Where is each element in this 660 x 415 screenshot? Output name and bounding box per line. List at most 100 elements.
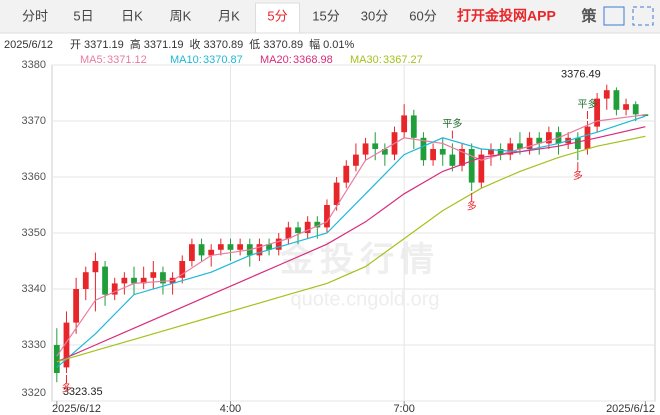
x-tick-label: 7:00	[393, 403, 414, 415]
tab[interactable]: 周K	[170, 8, 192, 23]
ma-line	[56, 135, 646, 363]
candle-body	[198, 244, 205, 256]
ma-line	[56, 115, 646, 368]
candle-body	[420, 137, 427, 161]
candle-body	[314, 221, 321, 228]
candle-body	[613, 90, 620, 110]
candle-body	[497, 149, 504, 155]
candle-body	[160, 272, 166, 284]
candle-body	[594, 98, 601, 127]
candle-body	[468, 149, 475, 183]
y-tick-label: 3370	[22, 115, 46, 127]
tab-active-bg	[255, 2, 300, 34]
y-tick-label: 3320	[22, 387, 46, 399]
tab[interactable]: 分时	[22, 8, 48, 23]
candle-body	[208, 249, 215, 256]
candle-body	[237, 244, 244, 250]
candle-body	[63, 322, 70, 368]
legend-value: 3367.27	[383, 54, 423, 66]
candle-body	[584, 126, 591, 149]
quote-date: 2025/6/12	[4, 39, 53, 51]
quote-label: 幅	[309, 38, 320, 51]
candle-body	[410, 115, 417, 138]
candle-body	[121, 277, 128, 284]
strategy-icon[interactable]: 策	[580, 7, 597, 25]
candle-body	[189, 244, 195, 261]
candle-body	[439, 149, 446, 155]
tab[interactable]: 5日	[73, 8, 93, 23]
x-tick-label: 4:00	[220, 403, 241, 415]
x-tick-label: 2025/6/12	[52, 403, 101, 415]
candle-body	[227, 244, 234, 250]
watermark: quote.cngold.org	[290, 288, 439, 310]
ma-line	[56, 126, 646, 363]
candle-body	[275, 238, 282, 250]
candle-body	[343, 165, 350, 183]
candle-body	[73, 289, 80, 323]
candle-body	[140, 277, 147, 284]
candle-body	[430, 149, 436, 161]
candle-body	[381, 149, 388, 155]
app-link[interactable]: 打开金投网APP	[457, 8, 556, 24]
candle-body	[362, 143, 369, 155]
legend-label: MA30:	[350, 54, 382, 66]
quote-label: 低	[249, 38, 260, 51]
candle-body	[217, 244, 224, 250]
legend-value: 3370.87	[203, 54, 243, 66]
candle-body	[131, 277, 137, 284]
quote-label: 收	[190, 37, 201, 51]
fullscreen-icon[interactable]	[603, 6, 625, 26]
candle-body	[603, 90, 610, 99]
candle-body	[92, 261, 99, 273]
tab[interactable]: 60分	[409, 8, 436, 23]
annotation: 多	[573, 169, 583, 182]
ma-line	[56, 114, 646, 357]
tab[interactable]: 日K	[121, 8, 143, 23]
quote-value: 3371.19	[144, 39, 184, 51]
candle-body	[401, 115, 408, 133]
legend-label: MA5:	[80, 54, 106, 66]
candle-body	[459, 149, 465, 166]
quote-value: 0.01%	[323, 39, 354, 51]
extreme-label: 3376.49	[561, 69, 601, 81]
candle-body	[507, 143, 514, 155]
y-tick-label: 3340	[22, 283, 46, 295]
legend-value: 3368.98	[293, 54, 333, 66]
candle-body	[536, 137, 543, 144]
candle-body	[478, 154, 485, 183]
candle-body	[256, 244, 263, 256]
candle-body	[545, 132, 552, 144]
candle-body	[372, 143, 379, 149]
candle-body	[324, 205, 330, 228]
candle-body	[449, 154, 456, 166]
y-tick-label: 3330	[22, 339, 46, 351]
legend-value: 3371.12	[107, 54, 147, 66]
quote-value: 3370.89	[263, 39, 303, 51]
legend-label: MA20:	[260, 54, 292, 66]
tab[interactable]: 月K	[218, 8, 240, 23]
annotation: 多	[467, 200, 477, 213]
legend-label: MA10:	[170, 54, 202, 66]
y-tick-label: 3360	[22, 171, 46, 183]
candle-body	[111, 283, 118, 295]
candle-body	[285, 227, 292, 239]
annotation: 平多	[442, 117, 462, 130]
candle-body	[304, 221, 311, 233]
settings-icon[interactable]	[632, 6, 654, 26]
annotation: 平多	[577, 98, 597, 111]
y-tick-label: 3380	[22, 59, 46, 71]
candle-body	[266, 244, 272, 250]
tab[interactable]: 5分	[267, 8, 287, 23]
y-tick-label: 3350	[22, 227, 46, 239]
candle-body	[574, 137, 581, 149]
candle-body	[333, 182, 340, 205]
candle-body	[632, 104, 639, 115]
quote-label: 高	[130, 37, 141, 51]
candle-body	[623, 104, 629, 110]
tab[interactable]: 30分	[361, 8, 388, 23]
tab[interactable]: 15分	[312, 8, 339, 23]
toolbar	[0, 0, 660, 33]
quote-label: 开	[70, 39, 81, 51]
candle-body	[295, 227, 301, 233]
